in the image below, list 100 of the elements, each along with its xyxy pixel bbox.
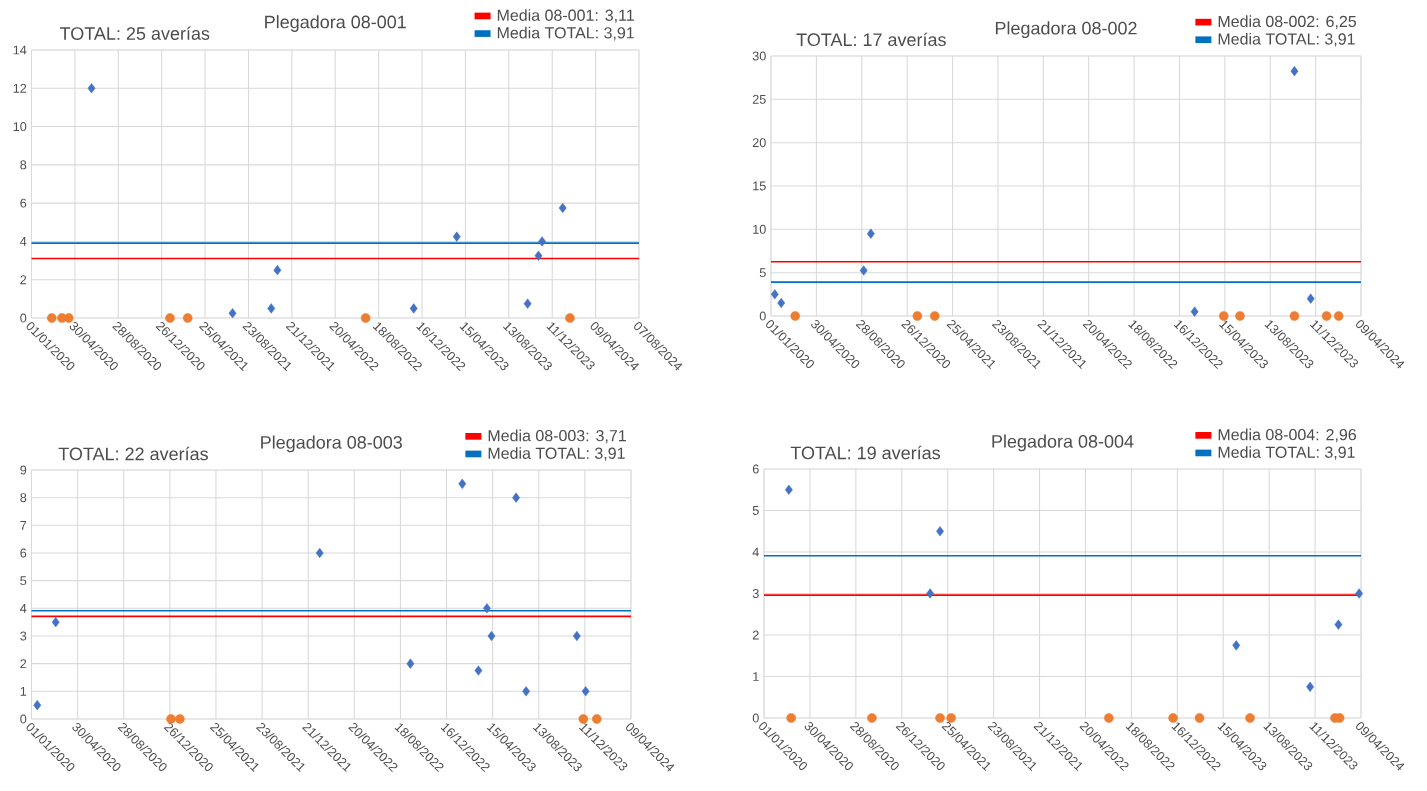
y-tick-label: 0 (20, 313, 27, 323)
point (926, 588, 934, 599)
point (452, 231, 461, 242)
point (1306, 293, 1315, 304)
y-tick-label: 1 (753, 672, 759, 681)
point (1245, 713, 1255, 723)
point (87, 83, 96, 94)
y-tick-label: 4 (20, 603, 27, 613)
y-tick-label: 5 (759, 268, 766, 278)
point (1334, 619, 1343, 630)
point (538, 236, 546, 247)
point (458, 478, 467, 489)
y-tick-label: 4 (752, 547, 759, 557)
y-tick-label: 2 (20, 275, 27, 285)
chart-subtitle: TOTAL: 17 averías (796, 32, 946, 47)
point (866, 228, 875, 239)
y-tick-label: 30 (752, 51, 766, 61)
y-tick-label: 3 (752, 589, 759, 598)
point (33, 700, 42, 711)
chart-title: Plegadora 08-004 (992, 434, 1134, 452)
y-tick-label: 15 (753, 181, 766, 191)
point (267, 303, 276, 314)
point (360, 313, 371, 323)
point (581, 686, 590, 697)
chart-title: Plegadora 08-003 (261, 435, 402, 453)
point (273, 265, 282, 276)
point (859, 265, 868, 276)
y-tick-label: 2 (752, 630, 759, 640)
point (175, 714, 185, 724)
point (534, 250, 543, 261)
y-tick-label: 3 (20, 631, 27, 641)
point (790, 311, 801, 321)
point (1321, 311, 1332, 321)
y-tick-label: 8 (20, 160, 27, 170)
point (558, 202, 567, 213)
point (1290, 66, 1299, 77)
point (474, 665, 483, 676)
y-tick-label: 20 (752, 138, 766, 148)
point (51, 617, 60, 628)
y-tick-label: 4 (20, 237, 27, 246)
legend-label: Media 08-003: 3,71 (488, 429, 626, 444)
point (1289, 311, 1300, 321)
point (487, 630, 496, 642)
point (929, 311, 940, 321)
y-tick-label: 25 (752, 94, 766, 104)
y-tick-label: 5 (20, 576, 27, 586)
legend-label: Media TOTAL: 3,91 (1218, 446, 1355, 460)
point (522, 686, 530, 697)
legend-label: Media TOTAL: 3,91 (497, 26, 634, 41)
point (523, 298, 532, 309)
legend-label: Media 08-001: 3,11 (497, 9, 634, 23)
y-tick-label: 2 (20, 659, 27, 669)
y-tick-label: 9 (20, 465, 27, 475)
y-tick-label: 6 (20, 198, 27, 208)
point (1355, 588, 1363, 599)
y-tick-label: 14 (13, 45, 27, 55)
y-tick-label: 8 (20, 493, 27, 503)
point (786, 713, 796, 723)
y-tick-label: 10 (753, 224, 766, 234)
legend-label: Media 08-004: 2,96 (1218, 428, 1357, 443)
point (565, 313, 575, 323)
point (770, 289, 779, 300)
point (315, 547, 324, 559)
y-tick-label: 6 (752, 464, 759, 474)
point (46, 313, 57, 323)
legend-label: Media TOTAL: 3,91 (1218, 32, 1355, 47)
point (946, 713, 956, 723)
point (591, 714, 602, 724)
point (1232, 640, 1241, 651)
chart-title: Plegadora 08-002 (995, 21, 1137, 39)
point (867, 713, 877, 723)
y-tick-label: 0 (20, 714, 27, 724)
point (483, 603, 491, 614)
chart-subtitle: TOTAL: 25 averías (59, 26, 210, 40)
point (406, 658, 415, 669)
point (572, 630, 581, 642)
point (1104, 713, 1114, 723)
y-tick-label: 7 (20, 520, 27, 530)
y-tick-label: 1 (20, 686, 27, 696)
point (512, 492, 520, 503)
y-tick-label: 6 (20, 548, 27, 558)
legend-label: Media 08-002: 6,25 (1218, 15, 1357, 29)
point (936, 526, 944, 537)
point (785, 484, 793, 495)
chart-title: Plegadora 08-001 (265, 15, 406, 32)
point (1190, 306, 1199, 317)
point (1235, 311, 1245, 321)
point (165, 313, 175, 323)
point (409, 303, 418, 314)
point (1333, 311, 1344, 321)
chart-subtitle: TOTAL: 22 averías (58, 446, 208, 461)
point (912, 311, 923, 321)
y-tick-label: 12 (13, 83, 27, 93)
legend-label: Media TOTAL: 3,91 (488, 447, 625, 461)
y-tick-label: 10 (13, 122, 27, 132)
point (777, 297, 786, 309)
point (1194, 713, 1205, 723)
y-tick-label: 0 (759, 311, 766, 321)
point (228, 308, 237, 319)
point (182, 313, 193, 323)
